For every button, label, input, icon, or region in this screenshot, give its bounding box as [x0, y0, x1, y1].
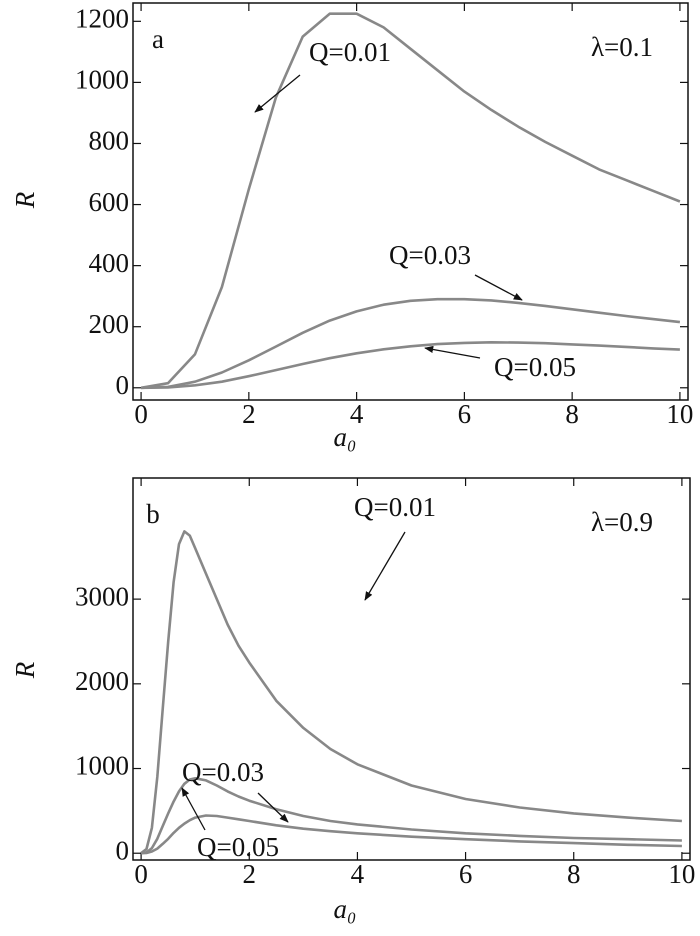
x-tick-label: 0 [134, 859, 148, 889]
plot-frame [132, 477, 691, 861]
y-axis-label: R [10, 661, 40, 679]
x-tick-label: 10 [666, 399, 693, 429]
series-label: Q=0.05 [494, 352, 576, 382]
x-axis-label: a₀ [334, 422, 357, 452]
y-tick-label: 1000 [75, 751, 129, 781]
x-tick-label: 6 [459, 859, 473, 889]
x-axis-label: a₀ [334, 894, 357, 924]
label-arrow [257, 792, 289, 823]
x-tick-label: 4 [350, 399, 364, 429]
label-arrow [364, 531, 406, 601]
y-tick-label: 400 [89, 248, 130, 278]
y-tick-label: 0 [116, 370, 130, 400]
y-tick-label: 200 [89, 309, 130, 339]
x-tick-label: 6 [458, 399, 472, 429]
label-arrow [424, 345, 481, 359]
y-tick-label: 1000 [75, 65, 129, 95]
y-axis-label: R [10, 191, 40, 209]
plot-frame [132, 2, 689, 401]
x-tick-label: 10 [668, 859, 695, 889]
y-tick-label: 1200 [75, 4, 129, 34]
series-label: Q=0.01 [354, 492, 436, 522]
y-tick-label: 2000 [75, 666, 129, 696]
x-tick-label: 4 [351, 859, 365, 889]
data-line [141, 297, 681, 390]
parameter-annotation: λ=0.9 [591, 507, 653, 537]
x-tick-label: 8 [567, 859, 581, 889]
x-tick-label: 2 [243, 859, 257, 889]
panel-label: b [146, 499, 160, 529]
label-arrow [474, 274, 523, 301]
parameter-annotation: λ=0.1 [591, 32, 653, 62]
series-label: Q=0.01 [309, 37, 391, 67]
y-tick-label: 0 [116, 835, 130, 865]
x-tick-label: 2 [242, 399, 256, 429]
data-line [141, 341, 680, 390]
y-tick-label: 800 [89, 126, 130, 156]
data-line [140, 777, 682, 855]
label-arrow [181, 787, 206, 831]
label-arrow [254, 74, 301, 113]
series-label: Q=0.03 [389, 240, 471, 270]
data-line [140, 530, 682, 855]
y-tick-label: 600 [89, 187, 130, 217]
series-label: Q=0.05 [197, 832, 279, 862]
x-tick-label: 0 [134, 399, 148, 429]
panel-label: a [152, 24, 164, 54]
data-line [141, 814, 682, 855]
x-tick-label: 8 [565, 399, 579, 429]
data-line [140, 12, 681, 390]
series-label: Q=0.03 [182, 757, 264, 787]
y-tick-label: 3000 [75, 581, 129, 611]
